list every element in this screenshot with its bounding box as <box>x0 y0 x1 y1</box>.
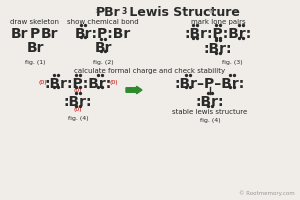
Text: © Rootmemory.com: © Rootmemory.com <box>239 190 295 196</box>
Text: show chemical bond: show chemical bond <box>67 19 139 25</box>
Text: :Br:: :Br: <box>196 95 224 109</box>
Text: :Br:P:Br:: :Br:P:Br: <box>44 77 112 91</box>
Text: mark lone pairs: mark lone pairs <box>191 19 245 25</box>
Text: :Br–P–Br:: :Br–P–Br: <box>175 77 245 91</box>
FancyArrow shape <box>126 86 142 94</box>
Text: fig. (1): fig. (1) <box>25 60 45 65</box>
Text: :Br:P:Br:: :Br:P:Br: <box>184 27 252 41</box>
Text: (0): (0) <box>39 80 47 85</box>
Text: Lewis Structure: Lewis Structure <box>125 6 240 19</box>
Text: 3: 3 <box>122 7 127 17</box>
Text: fig. (4): fig. (4) <box>68 116 88 121</box>
Text: :Br:: :Br: <box>64 95 92 109</box>
Text: P: P <box>30 27 40 41</box>
Text: (0): (0) <box>74 88 82 93</box>
Text: calculate formal charge and check stability: calculate formal charge and check stabil… <box>74 68 226 74</box>
Text: Br: Br <box>26 41 44 55</box>
Text: fig. (4): fig. (4) <box>200 118 220 123</box>
Text: fig. (2): fig. (2) <box>93 60 113 65</box>
Text: draw skeleton: draw skeleton <box>11 19 59 25</box>
Text: (0): (0) <box>74 107 82 112</box>
Text: Br: Br <box>94 41 112 55</box>
Text: fig. (3): fig. (3) <box>222 60 242 65</box>
Text: Br: Br <box>11 27 29 41</box>
Text: »: » <box>94 6 100 16</box>
Text: (0): (0) <box>110 80 118 85</box>
Text: Br:P:Br: Br:P:Br <box>75 27 131 41</box>
Text: «: « <box>207 6 213 16</box>
Text: PBr: PBr <box>96 6 120 19</box>
Text: :Br:: :Br: <box>204 42 232 56</box>
Text: Br: Br <box>41 27 59 41</box>
Text: stable lewis structure: stable lewis structure <box>172 109 248 115</box>
